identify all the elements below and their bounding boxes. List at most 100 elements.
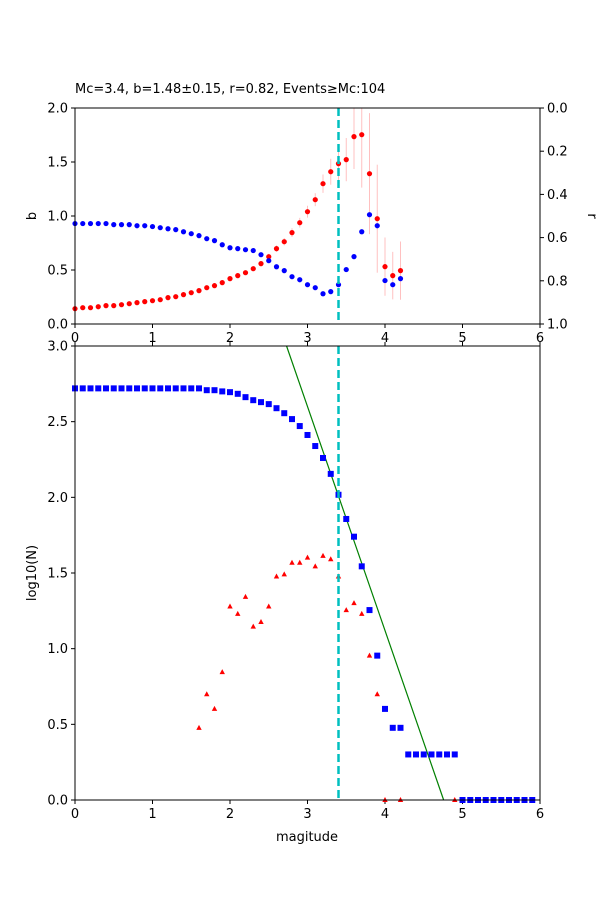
b-point bbox=[134, 300, 140, 306]
cumulative-point bbox=[250, 397, 257, 404]
cumulative-point bbox=[312, 443, 319, 450]
cumulative-point bbox=[273, 405, 280, 412]
cumulative-point bbox=[141, 385, 148, 392]
r-point bbox=[304, 282, 311, 288]
y-right-tick-label: 0.0 bbox=[547, 102, 568, 117]
b-point bbox=[165, 295, 171, 301]
cumulative-point bbox=[343, 515, 350, 522]
r-point bbox=[134, 223, 140, 229]
b-point bbox=[297, 220, 303, 226]
incremental-point bbox=[343, 607, 349, 613]
cumulative-point bbox=[397, 724, 404, 731]
x-tick-label: 1 bbox=[148, 807, 156, 822]
y-tick-label: 0.0 bbox=[47, 794, 68, 809]
r-point bbox=[335, 282, 342, 288]
incremental-point bbox=[235, 610, 241, 616]
cumulative-point bbox=[79, 385, 86, 392]
cumulative-point bbox=[304, 431, 311, 438]
r-point bbox=[250, 247, 256, 254]
r-point bbox=[235, 246, 241, 252]
b-point bbox=[219, 280, 225, 286]
bottom-axes-frame bbox=[74, 345, 541, 801]
b-point bbox=[242, 270, 249, 276]
cumulative-point bbox=[327, 470, 334, 477]
b-point bbox=[304, 209, 311, 215]
r-point bbox=[227, 245, 233, 251]
cumulative-point bbox=[95, 385, 102, 392]
r-point bbox=[219, 242, 225, 248]
incremental-point bbox=[359, 610, 365, 616]
r-point bbox=[95, 220, 101, 227]
r-point bbox=[266, 258, 272, 264]
bottom-ylabel: log10(N) bbox=[25, 545, 40, 601]
incremental-point bbox=[266, 603, 272, 609]
cumulative-point bbox=[165, 385, 171, 392]
y-tick-label: 1.0 bbox=[47, 642, 68, 657]
x-tick-label: 2 bbox=[226, 331, 234, 346]
r-point bbox=[118, 222, 125, 228]
cumulative-point bbox=[374, 652, 381, 659]
cumulative-point bbox=[382, 705, 388, 712]
top-ylabel: b bbox=[25, 212, 40, 220]
cumulative-point bbox=[172, 385, 179, 392]
incremental-point bbox=[289, 559, 295, 565]
r-point bbox=[366, 212, 373, 218]
b-point bbox=[80, 305, 86, 311]
b-point bbox=[204, 285, 210, 291]
y-tick-label: 3.0 bbox=[47, 340, 68, 355]
r-point bbox=[188, 231, 194, 237]
cumulative-point bbox=[444, 751, 450, 758]
x-tick-label: 6 bbox=[536, 331, 544, 346]
b-point bbox=[87, 305, 94, 311]
cumulative-point bbox=[320, 454, 326, 461]
y-tick-label: 0.5 bbox=[47, 264, 68, 279]
incremental-point bbox=[204, 691, 210, 697]
r-point bbox=[211, 238, 218, 244]
cumulative-point bbox=[149, 385, 156, 392]
cumulative-point bbox=[420, 751, 427, 758]
gr-fit-line bbox=[285, 345, 445, 801]
cumulative-point bbox=[428, 751, 435, 758]
x-tick-label: 4 bbox=[381, 331, 389, 346]
r-point bbox=[320, 291, 326, 297]
b-point bbox=[196, 288, 202, 294]
cumulative-point bbox=[196, 385, 202, 392]
x-tick-label: 1 bbox=[148, 331, 156, 346]
incremental-point bbox=[304, 554, 311, 560]
b-point bbox=[180, 292, 187, 298]
b-point bbox=[390, 273, 396, 279]
r-point bbox=[374, 223, 380, 229]
y-tick-label: 1.0 bbox=[47, 210, 68, 225]
x-tick-label: 4 bbox=[381, 807, 389, 822]
incremental-point bbox=[374, 691, 380, 697]
y-tick-label: 1.5 bbox=[47, 156, 68, 171]
y-right-tick-label: 0.6 bbox=[547, 231, 568, 246]
cumulative-point bbox=[203, 387, 210, 394]
r-point bbox=[157, 225, 163, 231]
cumulative-point bbox=[211, 387, 218, 394]
b-point bbox=[258, 261, 264, 267]
y-tick-label: 2.0 bbox=[47, 491, 68, 506]
incremental-point bbox=[297, 559, 303, 565]
cumulative-point bbox=[180, 385, 187, 392]
b-point bbox=[250, 266, 256, 272]
cumulative-point bbox=[351, 533, 357, 540]
b-point bbox=[289, 230, 295, 236]
cumulative-point bbox=[281, 410, 288, 417]
b-point bbox=[149, 298, 156, 304]
y-right-tick-label: 0.2 bbox=[547, 145, 568, 160]
cumulative-point bbox=[358, 563, 365, 570]
b-point bbox=[351, 134, 357, 140]
y-tick-label: 0.0 bbox=[47, 318, 68, 333]
cumulative-point bbox=[436, 751, 443, 758]
incremental-point bbox=[312, 563, 318, 569]
cumulative-point bbox=[219, 388, 226, 395]
b-point bbox=[328, 169, 334, 175]
cumulative-point bbox=[103, 385, 109, 392]
b-point bbox=[188, 290, 194, 296]
r-point bbox=[289, 274, 295, 280]
r-point bbox=[397, 276, 404, 282]
y-tick-label: 2.0 bbox=[47, 102, 68, 117]
cumulative-point bbox=[405, 751, 412, 758]
